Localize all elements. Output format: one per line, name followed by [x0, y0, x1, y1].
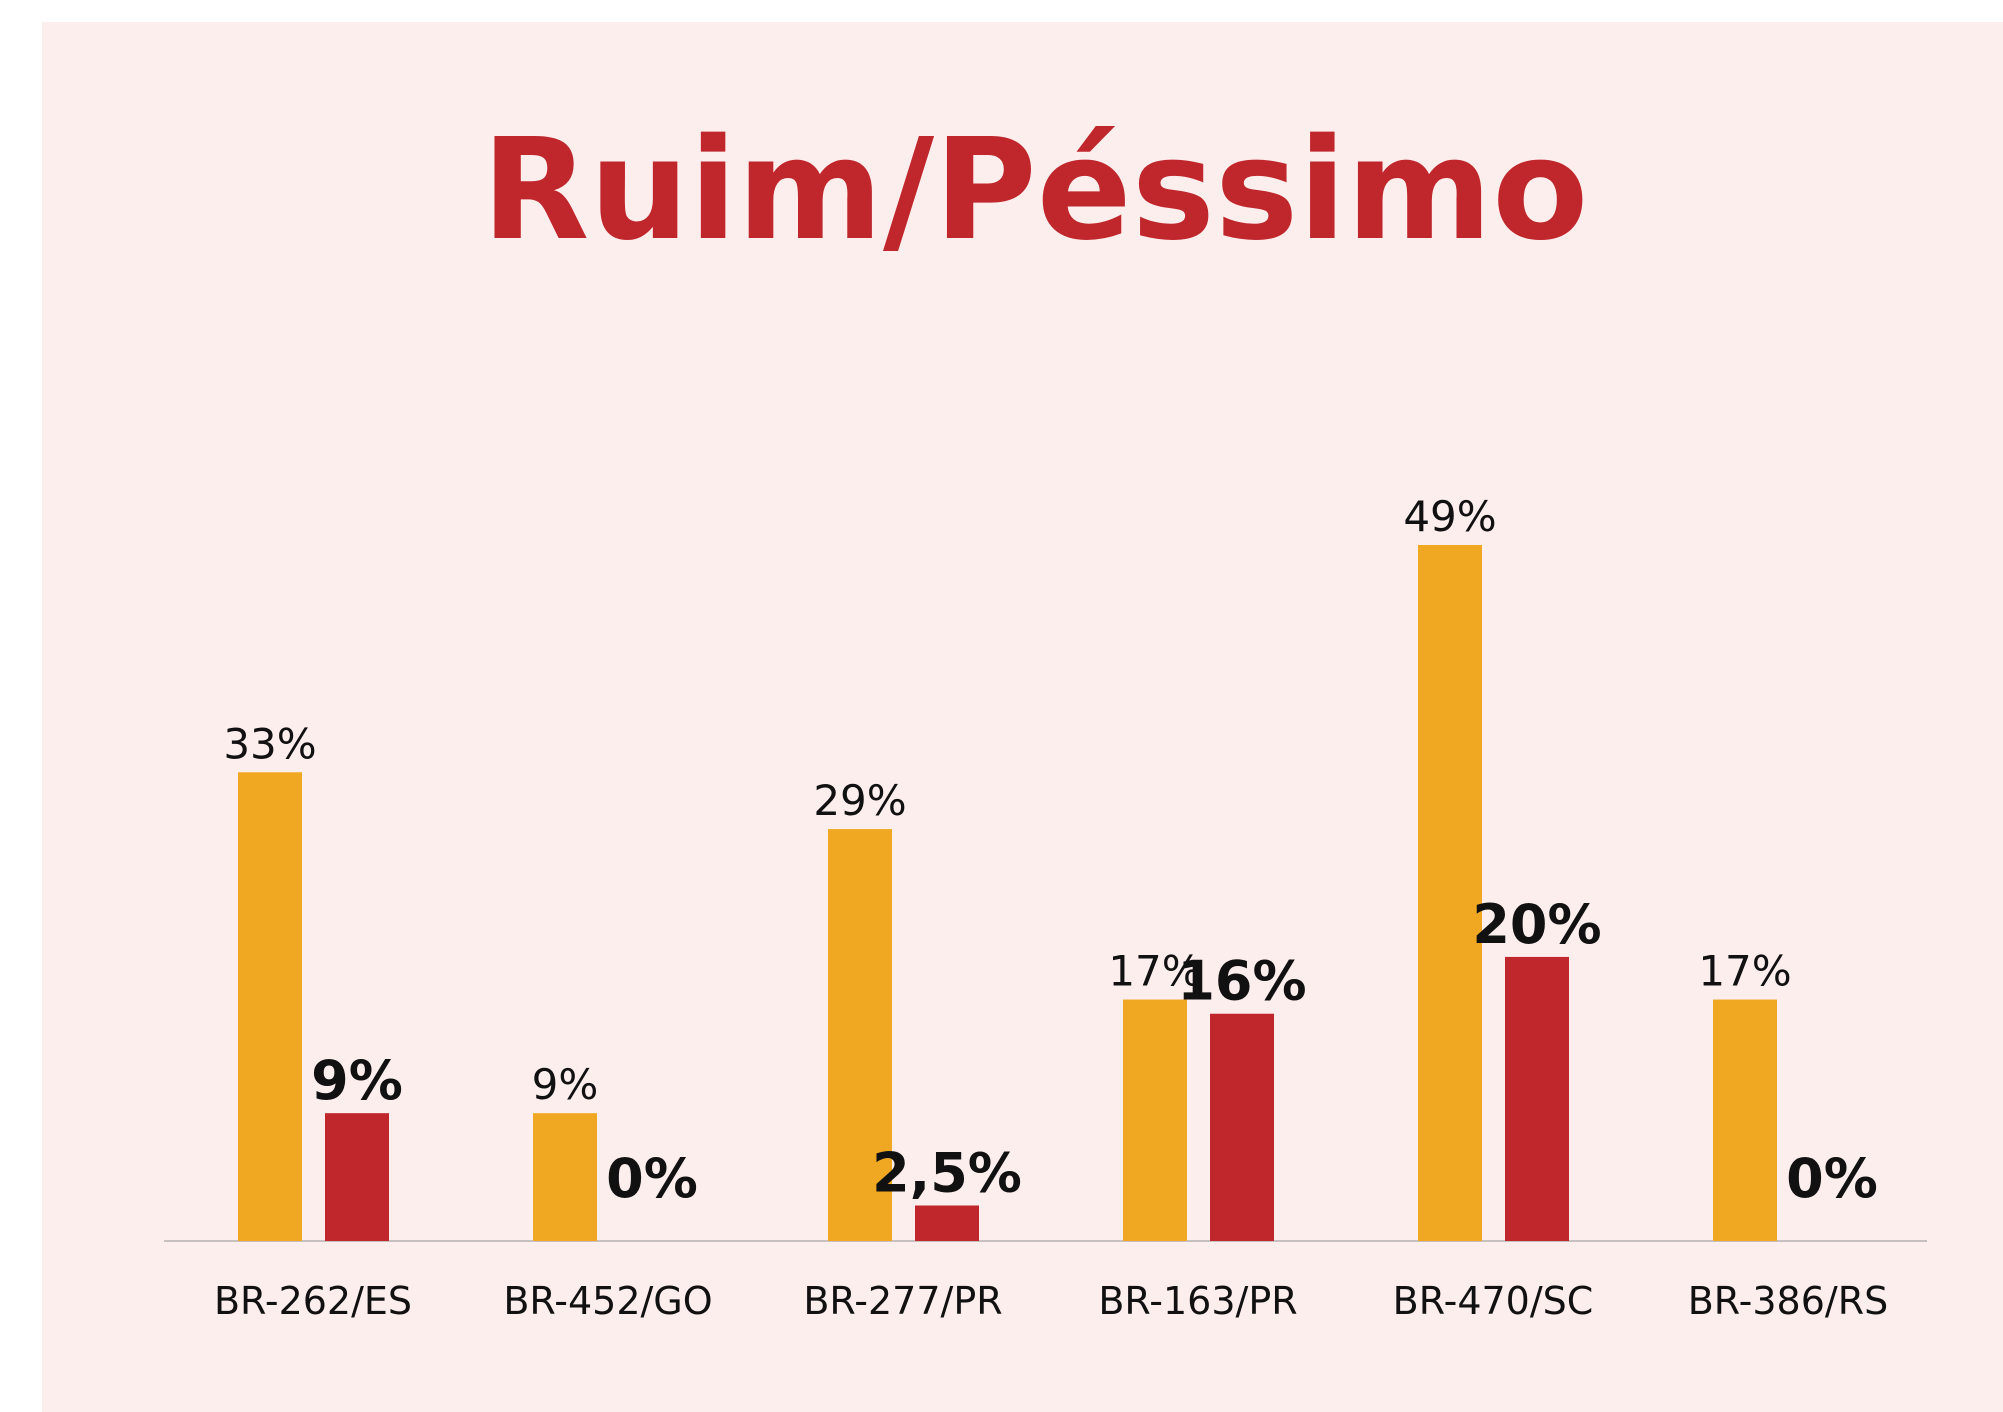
x-tick-label: BR-470/SC	[1393, 1279, 1594, 1323]
value-label: 9%	[311, 1049, 403, 1112]
x-tick-label: BR-262/ES	[214, 1279, 412, 1323]
value-label: 17%	[1108, 947, 1201, 996]
value-label: 0%	[606, 1147, 698, 1210]
bar	[1505, 956, 1569, 1241]
value-label: 33%	[223, 719, 316, 768]
bar	[325, 1113, 389, 1241]
bar	[238, 772, 302, 1241]
x-tick-label: BR-163/PR	[1098, 1279, 1297, 1323]
value-label: 9%	[532, 1060, 599, 1109]
value-label: 20%	[1472, 893, 1601, 956]
x-tick-label: BR-386/RS	[1688, 1279, 1889, 1323]
value-label: 2,5%	[872, 1141, 1022, 1204]
bar	[1123, 999, 1187, 1241]
value-label: 0%	[1786, 1147, 1878, 1210]
chart-title: Ruim/Péssimo	[482, 109, 1589, 272]
bar	[1210, 1013, 1274, 1241]
x-tick-label: BR-452/GO	[503, 1279, 712, 1323]
bar	[533, 1113, 597, 1241]
value-label: 17%	[1698, 947, 1791, 996]
x-tick-label: BR-277/PR	[803, 1279, 1002, 1323]
bar	[828, 829, 892, 1241]
value-label: 16%	[1177, 950, 1306, 1013]
bar	[1713, 999, 1777, 1241]
bar	[1418, 545, 1482, 1241]
value-label: 49%	[1403, 492, 1496, 541]
bar	[915, 1205, 979, 1241]
value-label: 29%	[813, 776, 906, 825]
